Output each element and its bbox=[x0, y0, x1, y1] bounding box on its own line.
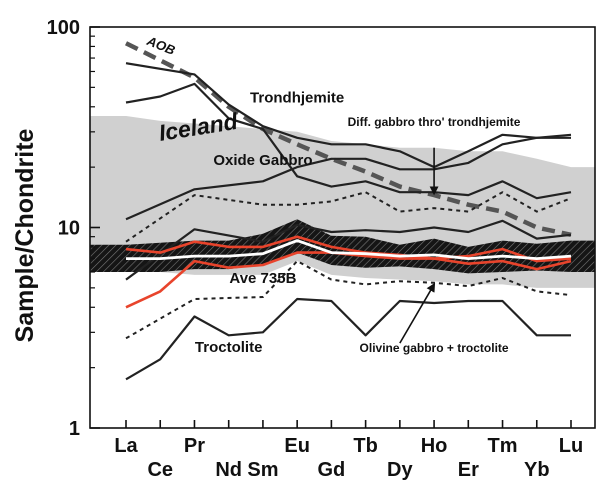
series-line-7 bbox=[125, 235, 572, 263]
annotation-troctolite: Troctolite bbox=[195, 339, 263, 356]
x-tick-label-tm: Tm bbox=[488, 435, 518, 457]
x-tick-label-eu: Eu bbox=[284, 435, 310, 457]
series-line-3 bbox=[125, 82, 572, 200]
x-tick-label-tb: Tb bbox=[353, 435, 377, 457]
series-line-4 bbox=[125, 133, 572, 221]
series-aob bbox=[124, 41, 572, 238]
x-tick-label-ce: Ce bbox=[147, 459, 173, 481]
x-tick-label-yb: Yb bbox=[524, 459, 550, 481]
y-tick-label-10: 10 bbox=[58, 218, 80, 240]
x-tick-label-nd: Nd bbox=[215, 459, 242, 481]
annotation-olivine-gabbro-troctolite: Olivine gabbro + troctolite bbox=[360, 341, 509, 355]
y-tick-label-100: 100 bbox=[47, 17, 80, 39]
annotation-trondhjemite: Trondhjemite bbox=[250, 90, 344, 107]
x-tick-label-sm: Sm bbox=[247, 459, 278, 481]
x-tick-label-ho: Ho bbox=[421, 435, 448, 457]
x-axis: La Ce Pr Nd Sm Eu Gd Tb Dy Ho Er Tm Yb Lu bbox=[114, 420, 583, 481]
x-tick-label-la: La bbox=[114, 435, 138, 457]
series-troctolite bbox=[125, 297, 571, 381]
annotation-ave-735b: Ave 735B bbox=[229, 270, 296, 287]
series-ave-735b bbox=[126, 239, 572, 260]
y-axis: 1 10 100 bbox=[47, 17, 100, 440]
annotation-oxide-gabbro: Oxide Gabbro bbox=[213, 152, 312, 169]
x-tick-label-dy: Dy bbox=[387, 459, 413, 481]
series-trondhjemite bbox=[125, 62, 571, 169]
series-line-5 bbox=[125, 191, 572, 243]
x-tick-label-lu: Lu bbox=[559, 435, 583, 457]
annotation-arrow-2 bbox=[399, 282, 436, 344]
x-tick-label-er: Er bbox=[458, 459, 479, 481]
y-tick-label-1: 1 bbox=[69, 418, 80, 440]
annotation-diff-gabbro-thro-trondhjemite: Diff. gabbro thro' trondhjemite bbox=[348, 115, 521, 129]
x-tick-label-pr: Pr bbox=[184, 435, 205, 457]
series-line-6 bbox=[125, 219, 572, 281]
y-axis-label: Sample/Chondrite bbox=[11, 128, 39, 342]
x-tick-label-gd: Gd bbox=[317, 459, 345, 481]
